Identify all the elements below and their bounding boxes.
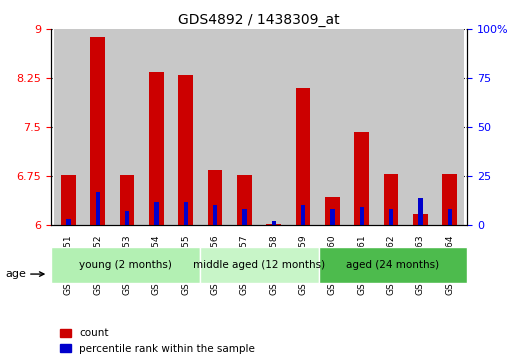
Bar xyxy=(355,132,369,225)
Bar xyxy=(360,207,364,225)
Bar xyxy=(96,192,100,225)
Bar xyxy=(154,201,158,225)
Text: age: age xyxy=(5,269,26,279)
Bar xyxy=(296,88,310,225)
Bar xyxy=(259,29,289,225)
Text: young (2 months): young (2 months) xyxy=(79,260,172,270)
Bar xyxy=(183,201,188,225)
Bar xyxy=(96,192,100,225)
Bar xyxy=(389,209,393,225)
Legend: count, percentile rank within the sample: count, percentile rank within the sample xyxy=(56,324,259,358)
Bar xyxy=(83,29,112,225)
Bar xyxy=(330,209,335,225)
Bar xyxy=(442,174,457,225)
Bar xyxy=(142,29,171,225)
Bar xyxy=(66,219,71,225)
Bar xyxy=(230,29,259,225)
Bar xyxy=(125,211,129,225)
Bar xyxy=(330,209,335,225)
Title: GDS4892 / 1438309_at: GDS4892 / 1438309_at xyxy=(178,13,340,26)
Bar xyxy=(178,75,193,225)
Text: middle aged (12 months): middle aged (12 months) xyxy=(193,260,325,270)
Bar xyxy=(149,72,164,225)
Bar xyxy=(61,175,76,225)
Bar xyxy=(112,29,142,225)
Bar xyxy=(54,29,83,225)
Bar xyxy=(120,175,135,225)
FancyBboxPatch shape xyxy=(51,247,200,283)
Bar xyxy=(289,29,318,225)
Bar xyxy=(61,175,76,225)
FancyBboxPatch shape xyxy=(319,247,467,283)
Bar xyxy=(389,209,393,225)
Bar xyxy=(301,205,305,225)
Bar xyxy=(442,174,457,225)
Bar xyxy=(208,170,223,225)
Bar xyxy=(242,209,246,225)
Bar xyxy=(376,29,406,225)
Bar xyxy=(213,205,217,225)
Bar xyxy=(384,174,398,225)
Bar xyxy=(384,174,398,225)
Bar xyxy=(208,170,223,225)
Bar xyxy=(406,29,435,225)
Bar xyxy=(237,175,252,225)
Bar xyxy=(90,37,105,225)
Bar xyxy=(448,209,452,225)
FancyBboxPatch shape xyxy=(200,247,319,283)
Bar xyxy=(296,88,310,225)
Bar xyxy=(413,214,428,225)
Bar xyxy=(448,209,452,225)
Bar xyxy=(347,29,376,225)
Bar xyxy=(360,207,364,225)
Bar xyxy=(325,197,340,225)
Bar xyxy=(272,221,276,225)
Bar xyxy=(242,209,246,225)
Bar xyxy=(154,201,158,225)
Bar xyxy=(325,197,340,225)
Bar xyxy=(90,37,105,225)
Text: aged (24 months): aged (24 months) xyxy=(346,260,439,270)
Bar xyxy=(418,197,423,225)
Bar xyxy=(125,211,129,225)
Bar xyxy=(413,214,428,225)
Bar xyxy=(318,29,347,225)
Bar xyxy=(266,224,281,225)
Bar xyxy=(418,197,423,225)
Bar xyxy=(178,75,193,225)
Bar xyxy=(272,221,276,225)
Bar xyxy=(355,132,369,225)
Bar xyxy=(213,205,217,225)
Bar xyxy=(237,175,252,225)
Bar xyxy=(266,224,281,225)
Bar xyxy=(149,72,164,225)
Bar xyxy=(201,29,230,225)
Bar xyxy=(66,219,71,225)
Bar xyxy=(171,29,201,225)
Bar xyxy=(120,175,135,225)
Bar xyxy=(183,201,188,225)
Bar xyxy=(435,29,464,225)
Bar xyxy=(301,205,305,225)
